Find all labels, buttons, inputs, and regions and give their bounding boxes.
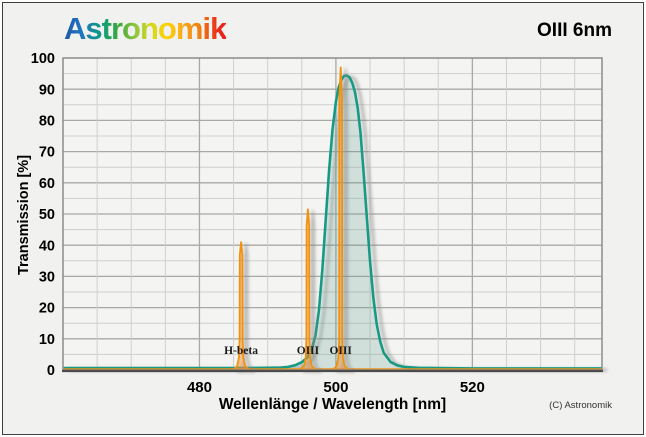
y-tick-label: 80	[39, 113, 55, 129]
emission-label: OIII	[329, 345, 352, 357]
filter-curve-fill	[63, 75, 602, 370]
y-tick-label: 20	[39, 301, 55, 317]
transmission-chart: H-beta OIII OIII 0 10 20 30 40 50 60 70 80 90 100 480 5…	[31, 51, 603, 396]
filter-curve	[63, 74, 602, 370]
emission-line-oiii	[298, 208, 318, 371]
y-tick-label: 90	[39, 82, 55, 98]
emission-label: H-beta	[224, 345, 258, 357]
y-tick-label: 70	[39, 145, 55, 161]
emission-spike	[331, 66, 351, 371]
emission-label: OIII	[297, 345, 320, 357]
emission-line-oiii	[331, 66, 351, 371]
x-tick-label: 480	[187, 379, 212, 396]
y-tick-label: 0	[47, 363, 55, 379]
emission-spike	[231, 241, 251, 371]
x-axis-title: Wellenlänge / Wavelength [nm]	[218, 396, 447, 413]
y-tick-label: 30	[39, 269, 55, 285]
emission-spike	[298, 208, 318, 371]
astronomik-logo: Astronomik	[64, 11, 227, 46]
x-tick-label: 500	[323, 379, 348, 396]
x-tick-label: 520	[460, 379, 485, 396]
y-tick-label: 100	[31, 51, 55, 67]
y-tick-label: 10	[39, 332, 55, 348]
filter-curve-group	[63, 74, 602, 370]
emission-line-h-beta	[231, 241, 251, 371]
filter-title: OIII 6nm	[537, 20, 612, 41]
y-axis-title: Transmission [%]	[16, 154, 32, 276]
y-tick-label: 50	[39, 207, 55, 223]
y-tick-label: 40	[39, 238, 55, 254]
y-tick-label: 60	[39, 176, 55, 192]
copyright-note: (C) Astronomik	[549, 400, 612, 411]
